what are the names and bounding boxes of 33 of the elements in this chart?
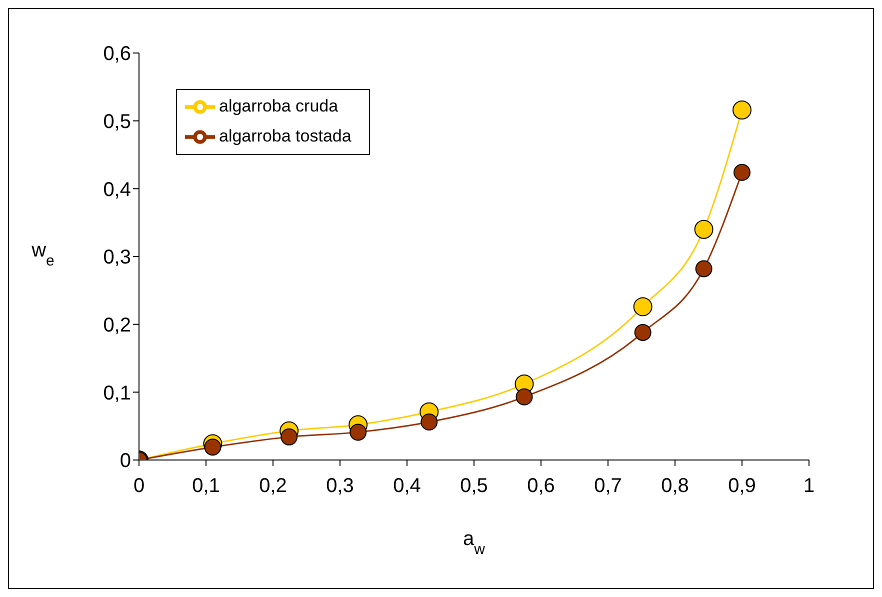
y-tick-label: 0	[120, 450, 131, 472]
x-tick-label: 0,3	[326, 475, 354, 498]
point	[350, 424, 367, 441]
x-tick-label: 0,4	[393, 475, 421, 498]
point	[420, 414, 438, 431]
x-tick-label: 0,9	[728, 475, 756, 498]
point	[695, 260, 712, 278]
x-axis-title: a$_{w}$	[463, 528, 486, 558]
point	[516, 388, 533, 406]
x-tick-label: 0,5	[460, 475, 488, 498]
y-tick-label: 0,6	[103, 43, 131, 66]
y-tick-label: 0,2	[103, 314, 131, 336]
x-tick-label: 1	[803, 475, 815, 498]
y-tick-label: 0,3	[103, 246, 131, 269]
y-tick-label: 0,1	[103, 382, 131, 404]
point	[694, 220, 714, 239]
x-tick-label: 0,1	[192, 475, 220, 498]
point	[280, 428, 298, 446]
x-tick-label: 0,7	[594, 475, 622, 498]
point	[734, 164, 750, 181]
legend-label: algarroba tostada	[219, 126, 352, 146]
x-tick-label: 0,6	[527, 475, 555, 498]
point	[633, 297, 652, 316]
point	[204, 438, 222, 456]
x-tick-label: 0	[133, 475, 145, 498]
point	[732, 100, 752, 120]
y-tick-label: 0,4	[103, 178, 131, 201]
point	[634, 324, 652, 341]
x-tick-label: 0,2	[259, 475, 287, 498]
y-tick-label: 0,5	[103, 110, 131, 133]
x-tick-label: 0,8	[661, 475, 689, 498]
legend-label: algarroba cruda	[219, 96, 338, 116]
y-axis-title: w$_{e}$	[30, 240, 54, 269]
